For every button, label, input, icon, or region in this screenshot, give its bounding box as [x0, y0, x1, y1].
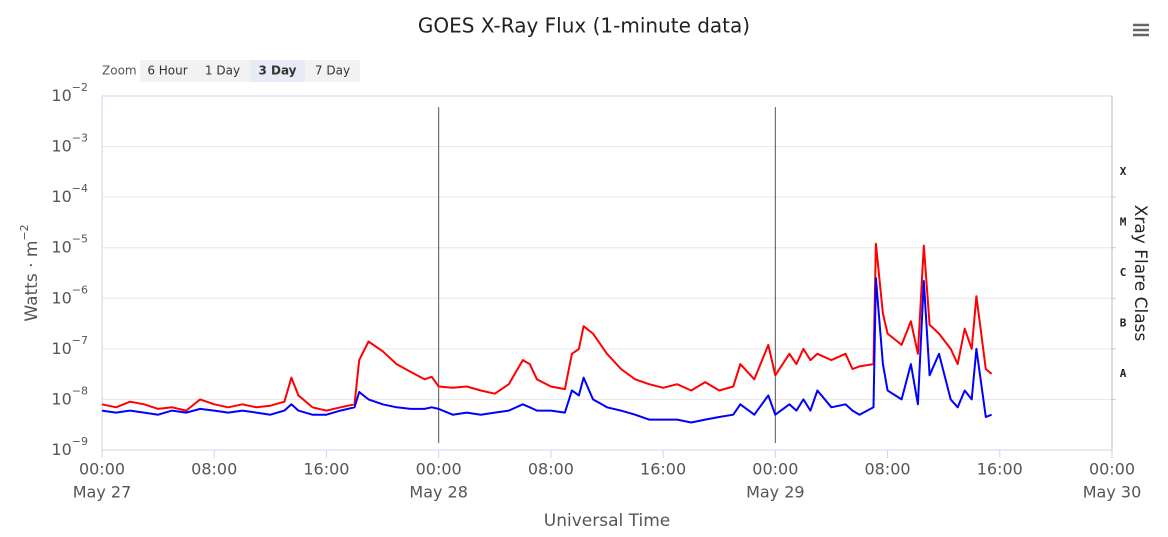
menu-button[interactable]: [1130, 20, 1152, 40]
x-tick-label: 08:00: [191, 460, 237, 479]
zoom-button-label: 1 Day: [205, 64, 240, 78]
x-tick-label: 08:00: [528, 460, 574, 479]
y-tick-base: 10: [51, 86, 71, 105]
y-tick-base: 10: [51, 389, 71, 408]
y-tick-base: 10: [51, 338, 71, 357]
y-axis-title: Watts · m−2: [18, 224, 42, 321]
x-tick-label: 00:00: [416, 460, 462, 479]
x-tick-label: 16:00: [640, 460, 686, 479]
zoom-button[interactable]: 1 Day: [195, 60, 250, 82]
x-tick-label: 00:00: [752, 460, 798, 479]
chart-title: GOES X-Ray Flux (1-minute data): [418, 14, 750, 38]
y-tick-exponent: −5: [72, 233, 88, 246]
y-tick-exponent: −9: [72, 435, 88, 448]
x-tick-label: 00:00: [1089, 460, 1135, 479]
series-line: [101, 277, 992, 424]
y-tick-exponent: −6: [72, 283, 88, 296]
series-line: [101, 242, 993, 412]
y-tick-label: 10−8: [51, 384, 88, 408]
x-tick-label: 16:00: [977, 460, 1023, 479]
x-tick-label: 16:00: [303, 460, 349, 479]
y-tick-exponent: −2: [72, 81, 88, 94]
x-tick-label: 08:00: [865, 460, 911, 479]
plot-area: [102, 96, 1112, 450]
y2-tick-label: C: [1120, 266, 1127, 279]
y-axis-title-text: Watts · m: [22, 241, 42, 322]
zoom-button[interactable]: 6 Hour: [140, 60, 195, 82]
zoom-button-bg[interactable]: [140, 60, 195, 82]
y-tick-base: 10: [51, 288, 71, 307]
y-tick-label: 10−7: [51, 334, 88, 358]
zoom-button-label: 7 Day: [315, 64, 350, 78]
y-tick-label: 10−2: [51, 81, 88, 105]
zoom-button[interactable]: 3 Day: [250, 60, 305, 82]
zoom-button-bg[interactable]: [305, 60, 360, 82]
zoom-button-label: 3 Day: [258, 64, 296, 78]
x-tick-date: May 29: [746, 483, 805, 502]
y-tick-base: 10: [51, 440, 71, 459]
x-tick-date: May 30: [1083, 483, 1142, 502]
y-tick-base: 10: [51, 187, 71, 206]
x-axis-title: Universal Time: [544, 511, 670, 531]
y2-axis-title: Xray Flare Class: [1130, 205, 1150, 342]
y-tick-label: 10−4: [51, 182, 88, 206]
y2-tick-label: B: [1120, 317, 1127, 330]
x-tick-label: 00:00: [79, 460, 125, 479]
y-tick-base: 10: [51, 237, 71, 256]
y2-tick-label: A: [1120, 367, 1127, 380]
x-tick-date: May 27: [73, 483, 132, 502]
y-axis-title-exponent: −2: [18, 224, 31, 240]
y2-tick-label: M: [1120, 215, 1127, 228]
zoom-label: Zoom: [102, 64, 137, 78]
y2-tick-label: X: [1120, 165, 1127, 178]
zoom-button[interactable]: 7 Day: [305, 60, 360, 82]
y-tick-exponent: −4: [72, 182, 88, 195]
zoom-button-bg[interactable]: [250, 60, 305, 82]
zoom-button-bg[interactable]: [195, 60, 250, 82]
y-tick-label: 10−3: [51, 132, 88, 156]
x-tick-date: May 28: [409, 483, 468, 502]
zoom-button-label: 6 Hour: [147, 64, 187, 78]
y-tick-label: 10−9: [51, 435, 88, 459]
y-tick-label: 10−6: [51, 283, 88, 307]
y-tick-exponent: −7: [72, 334, 88, 347]
y-tick-exponent: −3: [72, 132, 88, 145]
y-tick-label: 10−5: [51, 233, 88, 257]
y-tick-base: 10: [51, 136, 71, 155]
y-tick-exponent: −8: [72, 384, 88, 397]
